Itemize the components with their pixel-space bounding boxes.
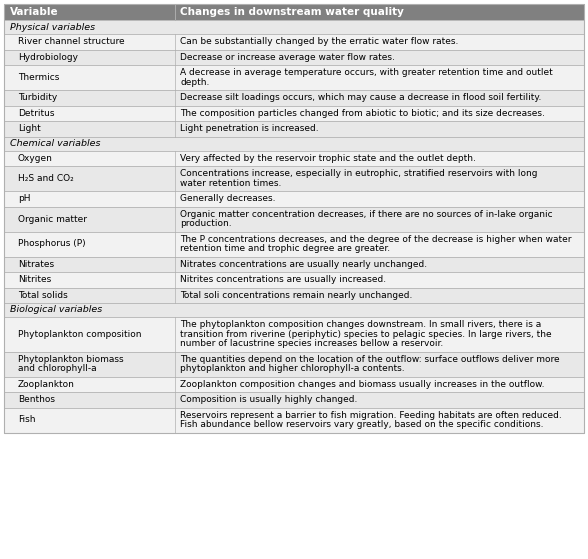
Text: Total solids: Total solids <box>18 291 68 300</box>
Bar <box>4 392 584 408</box>
Text: pH: pH <box>18 194 31 203</box>
Text: Can be substantially changed by the erratic water flow rates.: Can be substantially changed by the erra… <box>180 37 459 46</box>
Bar <box>4 4 584 20</box>
Bar <box>4 150 584 166</box>
Text: Physical variables: Physical variables <box>10 22 95 31</box>
Bar <box>4 136 584 150</box>
Text: Phytoplankton biomass: Phytoplankton biomass <box>18 355 123 364</box>
Bar <box>4 206 584 231</box>
Text: The P concentrations decreases, and the degree of the decrease is higher when wa: The P concentrations decreases, and the … <box>180 235 572 244</box>
Text: Phytoplankton composition: Phytoplankton composition <box>18 330 142 339</box>
Text: and chlorophyll-a: and chlorophyll-a <box>18 364 96 373</box>
Bar <box>4 121 584 136</box>
Bar <box>4 317 584 352</box>
Text: The phytoplankton composition changes downstream. In small rivers, there is a: The phytoplankton composition changes do… <box>180 320 542 329</box>
Text: Oxygen: Oxygen <box>18 154 53 163</box>
Text: Zooplankton composition changes and biomass usually increases in the outflow.: Zooplankton composition changes and biom… <box>180 380 544 389</box>
Bar <box>4 287 584 303</box>
Bar <box>4 4 584 433</box>
Bar <box>4 65 584 90</box>
Text: Zooplankton: Zooplankton <box>18 380 75 389</box>
Text: Nitrites: Nitrites <box>18 275 51 284</box>
Bar <box>4 50 584 65</box>
Bar <box>4 106 584 121</box>
Text: Organic matter concentration decreases, if there are no sources of in-lake organ: Organic matter concentration decreases, … <box>180 210 553 219</box>
Bar <box>4 231 584 257</box>
Text: Chemical variables: Chemical variables <box>10 139 101 148</box>
Text: retention time and trophic degree are greater.: retention time and trophic degree are gr… <box>180 244 390 253</box>
Text: Total soli concentrations remain nearly unchanged.: Total soli concentrations remain nearly … <box>180 291 412 300</box>
Bar <box>4 377 584 392</box>
Text: Decrease or increase average water flow rates.: Decrease or increase average water flow … <box>180 53 395 61</box>
Text: Nitrates: Nitrates <box>18 260 54 269</box>
Text: Fish abundance bellow reservoirs vary greatly, based on the specific conditions.: Fish abundance bellow reservoirs vary gr… <box>180 420 543 429</box>
Bar <box>4 303 584 317</box>
Text: Very affected by the reservoir trophic state and the outlet depth.: Very affected by the reservoir trophic s… <box>180 154 476 163</box>
Bar <box>4 272 584 287</box>
Text: The quantities depend on the location of the outflow: surface outflows deliver m: The quantities depend on the location of… <box>180 355 560 364</box>
Text: A decrease in average temperature occurs, with greater retention time and outlet: A decrease in average temperature occurs… <box>180 68 553 77</box>
Text: Decrease silt loadings occurs, which may cause a decrease in flood soil fertilit: Decrease silt loadings occurs, which may… <box>180 93 542 102</box>
Text: Thermics: Thermics <box>18 73 59 82</box>
Text: Nitrates concentrations are usually nearly unchanged.: Nitrates concentrations are usually near… <box>180 260 427 269</box>
Bar <box>4 257 584 272</box>
Text: Fish: Fish <box>18 415 35 424</box>
Bar <box>4 34 584 50</box>
Text: water retention times.: water retention times. <box>180 179 282 188</box>
Text: Biological variables: Biological variables <box>10 306 102 315</box>
Text: Variable: Variable <box>10 7 59 17</box>
Text: Generally decreases.: Generally decreases. <box>180 194 276 203</box>
Text: transition from riverine (periphytic) species to pelagic species. In large river: transition from riverine (periphytic) sp… <box>180 330 552 339</box>
Bar <box>4 90 584 106</box>
Text: The composition particles changed from abiotic to biotic; and its size decreases: The composition particles changed from a… <box>180 109 545 118</box>
Text: Organic matter: Organic matter <box>18 215 87 224</box>
Text: Detritus: Detritus <box>18 109 55 118</box>
Text: Reservoirs represent a barrier to fish migration. Feeding habitats are often red: Reservoirs represent a barrier to fish m… <box>180 411 562 420</box>
Text: depth.: depth. <box>180 78 209 87</box>
Text: Concentrations increase, especially in eutrophic, stratified reservoirs with lon: Concentrations increase, especially in e… <box>180 169 537 178</box>
Bar <box>4 408 584 433</box>
Text: Changes in downstream water quality: Changes in downstream water quality <box>180 7 404 17</box>
Text: Turbidity: Turbidity <box>18 93 57 102</box>
Bar <box>4 166 584 191</box>
Text: Nitrites concentrations are usually increased.: Nitrites concentrations are usually incr… <box>180 275 386 284</box>
Text: phytoplankton and higher chlorophyll-a contents.: phytoplankton and higher chlorophyll-a c… <box>180 364 405 373</box>
Text: number of lacustrine species increases bellow a reservoir.: number of lacustrine species increases b… <box>180 339 443 348</box>
Text: Composition is usually highly changed.: Composition is usually highly changed. <box>180 395 358 404</box>
Text: River channel structure: River channel structure <box>18 37 125 46</box>
Text: Phosphorus (P): Phosphorus (P) <box>18 239 86 249</box>
Text: Light penetration is increased.: Light penetration is increased. <box>180 124 319 133</box>
Bar <box>4 191 584 206</box>
Text: H₂S and CO₂: H₂S and CO₂ <box>18 174 74 183</box>
Bar <box>4 352 584 377</box>
Text: Hydrobiology: Hydrobiology <box>18 53 78 61</box>
Text: Light: Light <box>18 124 41 133</box>
Bar <box>4 20 584 34</box>
Text: production.: production. <box>180 219 232 228</box>
Text: Benthos: Benthos <box>18 395 55 404</box>
